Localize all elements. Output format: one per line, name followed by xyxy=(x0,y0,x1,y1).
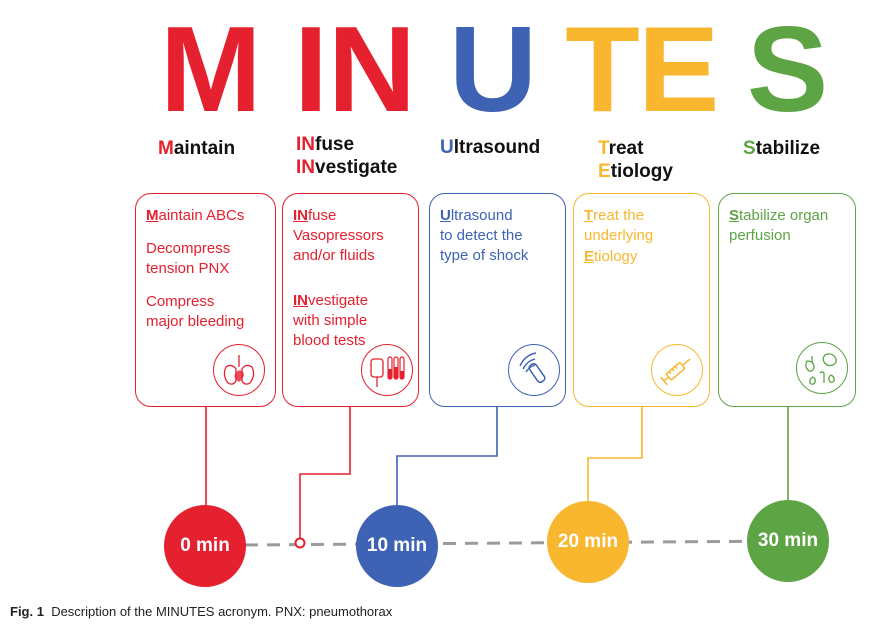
box-maintain: Maintain ABCs Decompress tension PNX Com… xyxy=(135,193,276,407)
title-maintain: Maintain xyxy=(158,138,236,159)
title-infuse-investigate: INfuse INvestigate xyxy=(296,134,398,178)
title-stabilize: Stabilize xyxy=(743,138,821,159)
caption-text: Description of the MINUTES acronym. PNX:… xyxy=(51,604,393,619)
letter-in: IN xyxy=(294,1,416,137)
connector-infuse xyxy=(299,406,351,540)
infuse-marker xyxy=(294,537,306,549)
stabilize-text: Stabilize organ perfusion xyxy=(729,207,829,244)
box-infuse-investigate: INfuse Vasopressors and/or fluids INvest… xyxy=(282,193,419,407)
letter-s: S xyxy=(746,1,829,137)
letter-m: M xyxy=(160,1,262,137)
box-ultrasound: Ultrasound to detect the type of shock xyxy=(429,193,566,407)
timeline-dashed-line xyxy=(244,539,791,547)
letter-e: E xyxy=(638,1,720,137)
title-ultrasound: Ultrasound xyxy=(440,137,541,158)
timeline-20-min: 20 min xyxy=(547,501,629,583)
syringe-icon xyxy=(651,344,703,396)
timeline-10-min: 10 min xyxy=(356,505,438,587)
timeline-0-min: 0 min xyxy=(164,505,246,587)
maintain-abcs-text: Maintain ABCs xyxy=(146,207,245,224)
organs-icon xyxy=(796,342,848,394)
treat-text: Treat the underlying xyxy=(584,207,654,244)
heart-lungs-icon xyxy=(213,344,265,396)
infuse-text: INfuse Vasopressors and/or fluids xyxy=(293,207,384,264)
box-stabilize: Stabilize organ perfusion xyxy=(718,193,856,407)
decompress-text: Decompress tension PNX xyxy=(146,240,231,277)
box-treat-etiology: Treat the underlying Etiology xyxy=(573,193,710,407)
timeline-30-min: 30 min xyxy=(747,500,829,582)
ultrasound-text: Ultrasound to detect the type of shock xyxy=(440,207,529,264)
connector-ultrasound xyxy=(396,406,498,506)
caption-label: Fig. 1 xyxy=(10,604,44,619)
letter-u: U xyxy=(448,1,538,137)
ultrasound-probe-icon xyxy=(508,344,560,396)
compress-text: Compress major bleeding xyxy=(146,293,245,330)
investigate-text: INvestigate with simple blood tests xyxy=(293,292,369,349)
connector-treat xyxy=(587,406,643,505)
figure-caption: Fig. 1 Description of the MINUTES acrony… xyxy=(10,604,392,619)
title-treat-etiology: Treat Etiology xyxy=(598,138,673,182)
etiology-text: Etiology xyxy=(584,248,638,265)
iv-bag-test-tubes-icon xyxy=(361,344,413,396)
letter-t: T xyxy=(565,1,640,137)
